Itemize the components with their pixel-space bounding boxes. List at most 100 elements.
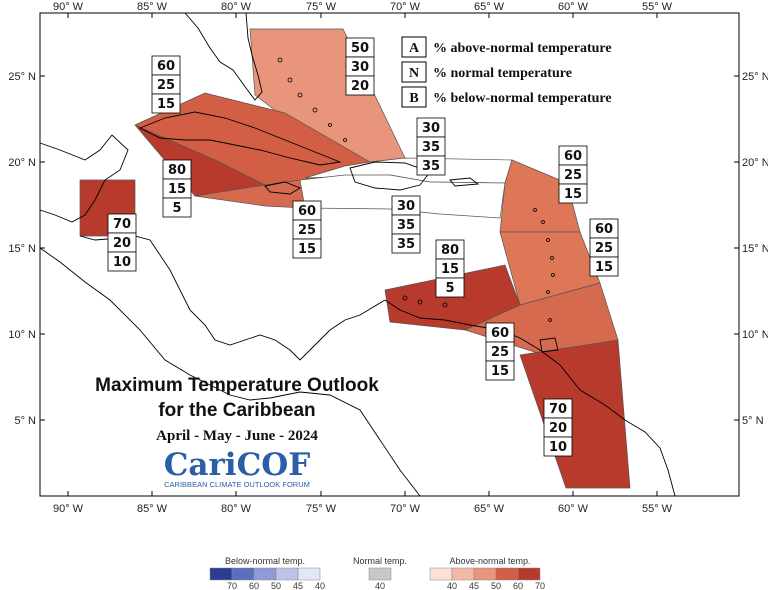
scale-label-below: 60 xyxy=(249,581,259,590)
lon-label-bottom: 90° W xyxy=(53,503,84,515)
key-letter-box-b xyxy=(401,86,427,108)
lat-label-right: 25° N xyxy=(742,71,768,83)
probability-cell xyxy=(292,238,322,259)
scale-swatch-below xyxy=(275,567,299,581)
lon-label-bottom: 65° W xyxy=(474,503,505,515)
coastlines xyxy=(39,12,676,497)
probability-value-n: 20 xyxy=(113,236,131,251)
map-title-line2: for the Caribbean xyxy=(158,400,315,421)
lon-label-top: 70° W xyxy=(390,1,421,13)
lat-label-left: 5° N xyxy=(14,415,36,427)
probability-box: 60 25 15 xyxy=(589,218,619,277)
probability-box: 80 15 5 xyxy=(162,159,192,218)
scale-swatch-above xyxy=(473,567,497,581)
lat-label-left: 15° N xyxy=(8,243,36,255)
key-letter-box-a xyxy=(401,36,427,58)
lon-label-top: 85° W xyxy=(137,1,168,13)
probability-box: 60 25 15 xyxy=(292,200,322,259)
key-letter-a: A xyxy=(409,41,420,56)
probability-cell xyxy=(391,233,421,254)
scale-label-below: 70 xyxy=(227,581,237,590)
probability-value-b: 15 xyxy=(564,187,582,202)
probability-value-n: 25 xyxy=(298,223,316,238)
probability-value-b: 15 xyxy=(298,242,316,257)
probability-value-a: 80 xyxy=(168,163,186,178)
scale-swatch-above xyxy=(451,567,475,581)
probability-value-n: 35 xyxy=(397,218,415,233)
probability-value-b: 5 xyxy=(445,281,454,296)
probability-cell xyxy=(345,75,375,96)
probability-cell xyxy=(589,256,619,277)
lat-label-right: 5° N xyxy=(742,415,764,427)
scale-swatch-normal xyxy=(368,567,392,581)
lon-label-top: 65° W xyxy=(474,1,505,13)
small-islands xyxy=(277,57,555,322)
probability-box: 60 25 15 xyxy=(485,322,515,381)
probability-cell xyxy=(151,93,181,114)
probability-value-n: 15 xyxy=(441,262,459,277)
scale-swatch-above xyxy=(517,567,541,581)
probability-box: 30 35 35 xyxy=(391,195,421,254)
map-title-line1: Maximum Temperature Outlook xyxy=(95,375,379,396)
probability-value-b: 15 xyxy=(491,364,509,379)
probability-cell xyxy=(162,197,192,218)
scale-label-above: 45 xyxy=(469,581,479,590)
key-text-b: % below-normal temperature xyxy=(433,91,612,106)
probability-value-b: 35 xyxy=(422,159,440,174)
key-letter-b: B xyxy=(409,91,418,106)
lon-label-bottom: 85° W xyxy=(137,503,168,515)
lon-label-bottom: 75° W xyxy=(306,503,337,515)
probability-value-a: 50 xyxy=(351,41,369,56)
color-scale-legend: Below-normal temp. Normal temp. Above-no… xyxy=(209,556,545,590)
key-letter-n: N xyxy=(409,66,419,81)
scale-label-below: 45 xyxy=(293,581,303,590)
scale-title-normal: Normal temp. xyxy=(353,556,407,566)
probability-cell xyxy=(558,183,588,204)
caricof-logo: CariCOF CARIBBEAN CLIMATE OUTLOOK FORUM xyxy=(164,447,311,489)
probability-cell xyxy=(543,436,573,457)
lat-label-left: 10° N xyxy=(8,329,36,341)
probability-value-n: 15 xyxy=(168,182,186,197)
lat-label-right: 15° N xyxy=(742,243,768,255)
probability-value-b: 5 xyxy=(172,201,181,216)
logo-brand: CariCOF xyxy=(164,447,311,483)
longitude-ticks: 90° W 90° W 85° W 85° W 80° W 80° W 75° W 75° W… xyxy=(53,1,673,515)
lat-label-left: 20° N xyxy=(8,157,36,169)
probability-value-a: 60 xyxy=(595,222,613,237)
probability-value-a: 60 xyxy=(491,326,509,341)
probability-cell xyxy=(485,360,515,381)
scale-swatch-below xyxy=(297,567,321,581)
probability-value-a: 60 xyxy=(157,59,175,74)
probability-value-n: 30 xyxy=(351,60,369,75)
probability-value-b: 15 xyxy=(157,97,175,112)
probability-box: 30 35 35 xyxy=(416,117,446,176)
probability-value-n: 25 xyxy=(595,241,613,256)
probability-cell xyxy=(416,155,446,176)
probability-box: 60 25 15 xyxy=(558,145,588,204)
probability-box: 70 20 10 xyxy=(543,398,573,457)
probability-value-a: 70 xyxy=(549,402,567,417)
scale-label-above: 60 xyxy=(513,581,523,590)
scale-swatch-below xyxy=(209,567,233,581)
probability-box: 70 20 10 xyxy=(107,213,137,272)
lon-label-bottom: 60° W xyxy=(558,503,589,515)
probability-value-a: 80 xyxy=(441,243,459,258)
scale-label-above: 50 xyxy=(491,581,501,590)
scale-label-below: 40 xyxy=(315,581,325,590)
probability-value-a: 30 xyxy=(422,121,440,136)
lon-label-top: 80° W xyxy=(221,1,252,13)
scale-label-normal: 40 xyxy=(375,581,385,590)
key-letter-box-n xyxy=(401,61,427,83)
scale-swatch-above xyxy=(495,567,519,581)
lon-label-bottom: 80° W xyxy=(221,503,252,515)
lon-label-top: 75° W xyxy=(306,1,337,13)
probability-value-a: 70 xyxy=(113,217,131,232)
probability-box: 80 15 5 xyxy=(435,239,465,298)
lon-label-top: 55° W xyxy=(642,1,673,13)
probability-value-b: 10 xyxy=(113,255,131,270)
logo-caption: CARIBBEAN CLIMATE OUTLOOK FORUM xyxy=(164,480,310,489)
probability-value-a: 60 xyxy=(298,204,316,219)
probability-box: 50 30 20 xyxy=(345,37,375,96)
scale-label-above: 40 xyxy=(447,581,457,590)
